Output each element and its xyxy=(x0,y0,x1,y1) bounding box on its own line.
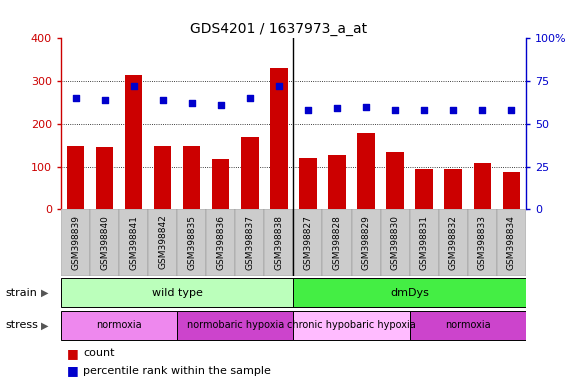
Bar xyxy=(183,146,200,209)
Bar xyxy=(61,278,293,308)
Text: dmDys: dmDys xyxy=(390,288,429,298)
Bar xyxy=(125,75,142,209)
Text: GSM398837: GSM398837 xyxy=(245,215,254,270)
Bar xyxy=(352,209,381,276)
Bar xyxy=(270,68,288,209)
Text: normobaric hypoxia: normobaric hypoxia xyxy=(187,320,284,331)
Text: GSM398835: GSM398835 xyxy=(187,215,196,270)
Bar xyxy=(468,209,497,276)
Point xyxy=(129,83,138,89)
Text: GSM398829: GSM398829 xyxy=(361,215,371,270)
Point xyxy=(274,83,284,89)
Bar xyxy=(154,146,171,209)
Text: chronic hypobaric hypoxia: chronic hypobaric hypoxia xyxy=(287,320,416,331)
Bar xyxy=(497,209,526,276)
Bar xyxy=(177,311,293,340)
Point xyxy=(216,102,225,108)
Point xyxy=(100,97,109,103)
Bar xyxy=(119,209,148,276)
Bar xyxy=(328,155,346,209)
Bar xyxy=(474,163,491,209)
Bar xyxy=(322,209,352,276)
Text: GSM398840: GSM398840 xyxy=(100,215,109,270)
Point xyxy=(332,105,342,111)
Bar xyxy=(410,311,526,340)
Text: GSM398831: GSM398831 xyxy=(419,215,429,270)
Point xyxy=(478,107,487,113)
Point xyxy=(390,107,400,113)
Bar xyxy=(415,169,433,209)
Point xyxy=(303,107,313,113)
Bar xyxy=(241,137,259,209)
Text: GSM398832: GSM398832 xyxy=(449,215,458,270)
Point xyxy=(245,95,254,101)
Bar xyxy=(293,209,322,276)
Bar xyxy=(264,209,293,276)
Bar xyxy=(61,311,177,340)
Point xyxy=(361,104,371,110)
Bar xyxy=(96,147,113,209)
Bar xyxy=(293,311,410,340)
Bar xyxy=(177,209,206,276)
Point xyxy=(71,95,80,101)
Text: strain: strain xyxy=(6,288,38,298)
Bar xyxy=(148,209,177,276)
Bar xyxy=(299,158,317,209)
Bar xyxy=(61,209,90,276)
Bar xyxy=(235,209,264,276)
Text: percentile rank within the sample: percentile rank within the sample xyxy=(83,366,271,376)
Text: count: count xyxy=(83,348,114,358)
Text: ■: ■ xyxy=(67,364,78,377)
Bar xyxy=(206,209,235,276)
Bar xyxy=(444,169,462,209)
Bar xyxy=(357,133,375,209)
Bar xyxy=(67,146,84,209)
Text: GSM398836: GSM398836 xyxy=(216,215,225,270)
Text: stress: stress xyxy=(6,320,39,331)
Point xyxy=(449,107,458,113)
Text: GSM398839: GSM398839 xyxy=(71,215,80,270)
Text: GSM398828: GSM398828 xyxy=(332,215,342,270)
Text: GSM398841: GSM398841 xyxy=(129,215,138,270)
Text: ▶: ▶ xyxy=(41,288,48,298)
Text: normoxia: normoxia xyxy=(445,320,490,331)
Bar xyxy=(212,159,229,209)
Text: ▶: ▶ xyxy=(41,320,48,331)
Bar xyxy=(386,152,404,209)
Text: GSM398842: GSM398842 xyxy=(158,215,167,270)
Bar xyxy=(293,278,526,308)
Bar xyxy=(503,172,520,209)
Text: GSM398834: GSM398834 xyxy=(507,215,516,270)
Text: GSM398830: GSM398830 xyxy=(390,215,400,270)
Bar xyxy=(90,209,119,276)
Text: GSM398833: GSM398833 xyxy=(478,215,487,270)
Bar xyxy=(439,209,468,276)
Point xyxy=(187,100,196,106)
Text: GSM398827: GSM398827 xyxy=(303,215,313,270)
Text: GDS4201 / 1637973_a_at: GDS4201 / 1637973_a_at xyxy=(191,23,367,36)
Bar xyxy=(381,209,410,276)
Point xyxy=(158,97,167,103)
Point xyxy=(419,107,429,113)
Text: ■: ■ xyxy=(67,347,78,360)
Text: normoxia: normoxia xyxy=(96,320,142,331)
Point xyxy=(507,107,516,113)
Text: wild type: wild type xyxy=(152,288,203,298)
Bar xyxy=(410,209,439,276)
Text: GSM398838: GSM398838 xyxy=(274,215,284,270)
